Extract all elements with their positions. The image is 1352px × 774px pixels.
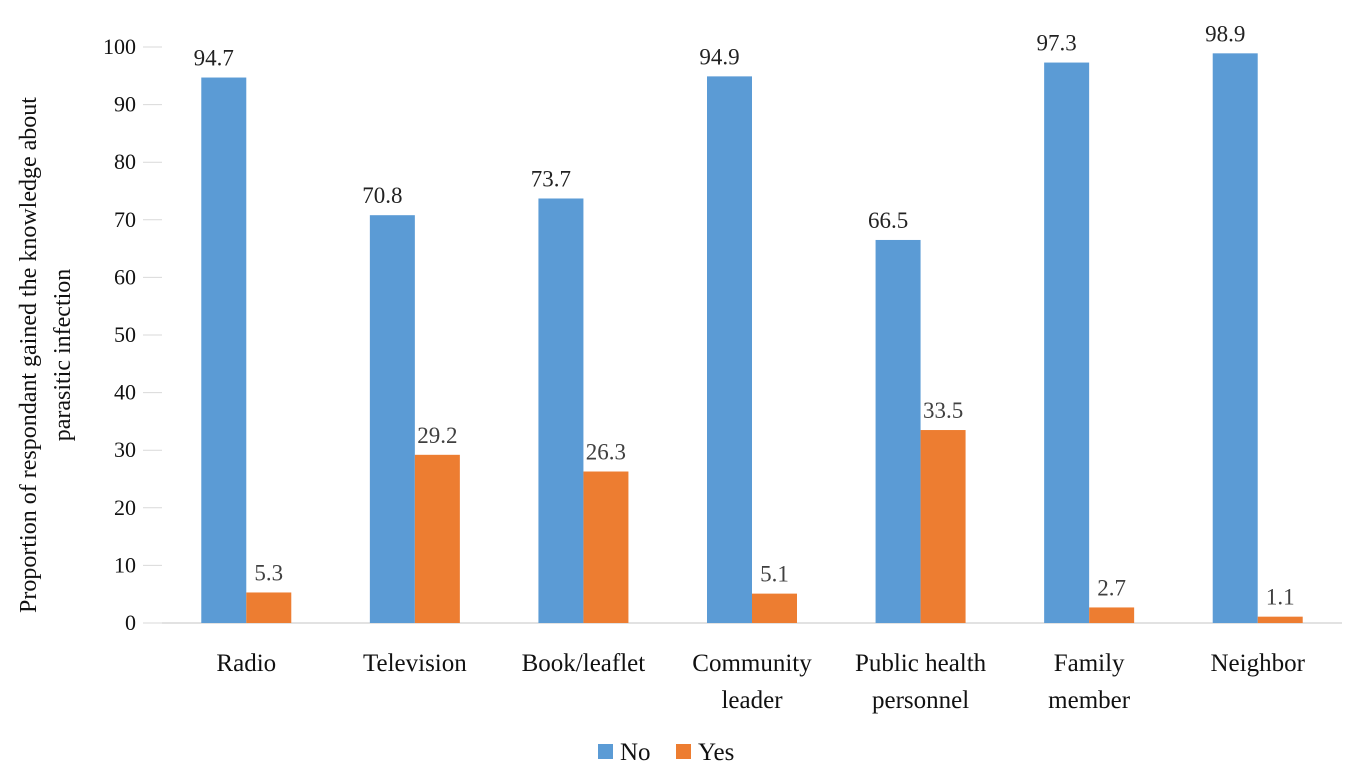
- legend-swatch-yes: [676, 744, 691, 759]
- y-axis-label-line: Proportion of respondant gained the know…: [16, 97, 42, 613]
- data-labels: 94.7 5.3 70.8 29.2 73.7 26.3 94.9 5.1 66.5 33.5 97…: [194, 21, 1295, 609]
- legend: No Yes: [598, 739, 734, 766]
- y-tick-label: 90: [114, 92, 136, 117]
- bar-yes: [752, 593, 797, 623]
- bar-no: [369, 215, 415, 623]
- bar-no: [538, 198, 584, 623]
- x-category-label: Radio: [216, 650, 276, 677]
- bar-yes: [1089, 607, 1135, 623]
- data-label-yes: 26.3: [586, 440, 626, 465]
- y-tick-label: 100: [103, 34, 136, 59]
- x-category-label: Neighbor: [1211, 650, 1306, 677]
- y-tick-label: 20: [114, 495, 136, 520]
- x-category-label: Community: [692, 650, 812, 677]
- data-label-yes: 1.1: [1266, 585, 1295, 610]
- bar-yes: [583, 471, 629, 623]
- data-label-no: 94.9: [699, 44, 739, 69]
- y-tick-label: 80: [114, 149, 136, 174]
- bar-yes: [920, 430, 966, 623]
- data-label-no: 94.7: [194, 46, 234, 71]
- y-tick-label: 30: [114, 437, 136, 462]
- y-axis-label: Proportion of respondant gained the know…: [16, 97, 76, 613]
- x-category-label: Television: [363, 650, 467, 677]
- data-label-no: 70.8: [362, 183, 402, 208]
- y-tick-label: 50: [114, 322, 136, 347]
- x-category-label: Book/leaflet: [522, 650, 646, 677]
- bar-no: [201, 77, 247, 623]
- x-category-label: Family: [1054, 650, 1125, 677]
- data-label-no: 73.7: [531, 166, 571, 191]
- bar-no: [1212, 53, 1258, 623]
- data-label-yes: 2.7: [1097, 575, 1126, 600]
- legend-swatch-no: [598, 744, 613, 759]
- y-tick-label: 40: [114, 380, 136, 405]
- x-category-label: Public health: [855, 650, 987, 677]
- x-category-label: member: [1048, 687, 1131, 714]
- bar-yes: [246, 592, 292, 623]
- bar-no: [875, 239, 921, 623]
- data-label-no: 66.5: [868, 208, 908, 233]
- bar-yes: [1257, 616, 1303, 623]
- bars: [201, 53, 1303, 624]
- x-category-label: leader: [721, 687, 783, 714]
- x-category-label: personnel: [872, 687, 969, 714]
- y-axis-label-line: parasitic infection: [50, 269, 76, 442]
- bar-yes: [414, 454, 460, 623]
- y-tick-label: 0: [125, 610, 136, 635]
- legend-label-no: No: [620, 739, 651, 766]
- data-label-yes: 33.5: [923, 398, 963, 423]
- x-axis-categories: Radio Television Book/leaflet Community lead…: [216, 650, 1305, 714]
- bar-no: [707, 76, 752, 624]
- data-label-yes: 5.1: [760, 562, 789, 587]
- y-tick-label: 60: [114, 264, 136, 289]
- y-tick-label: 70: [114, 207, 136, 232]
- data-label-no: 98.9: [1205, 21, 1245, 46]
- data-label-yes: 29.2: [417, 423, 457, 448]
- bar-no: [1044, 62, 1090, 623]
- legend-label-yes: Yes: [698, 739, 734, 766]
- y-axis-ticks: 0 10 20 30 40 50 60 70 80 90 100: [103, 34, 1342, 635]
- y-tick-label: 10: [114, 552, 136, 577]
- data-label-no: 97.3: [1037, 31, 1077, 56]
- data-label-yes: 5.3: [254, 560, 283, 585]
